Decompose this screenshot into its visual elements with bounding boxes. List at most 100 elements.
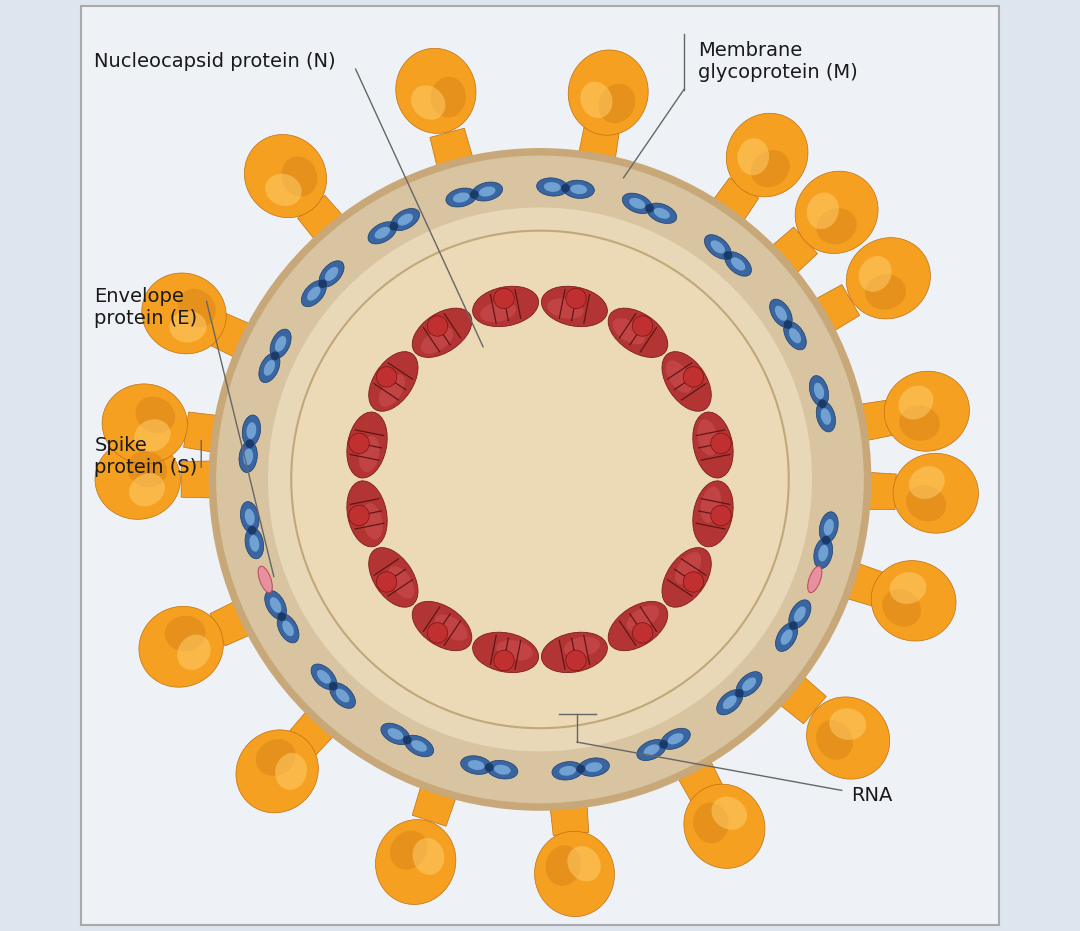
Ellipse shape <box>95 439 180 519</box>
Ellipse shape <box>413 601 472 651</box>
Circle shape <box>645 204 653 212</box>
Circle shape <box>215 155 865 804</box>
Ellipse shape <box>541 286 607 327</box>
Ellipse shape <box>737 671 762 696</box>
Ellipse shape <box>376 819 456 904</box>
Ellipse shape <box>379 374 405 407</box>
Ellipse shape <box>684 784 765 869</box>
Ellipse shape <box>347 412 388 478</box>
Circle shape <box>684 572 704 592</box>
Ellipse shape <box>239 441 257 473</box>
Ellipse shape <box>318 670 330 683</box>
Circle shape <box>566 289 586 309</box>
Ellipse shape <box>413 838 444 875</box>
Polygon shape <box>856 400 892 441</box>
Ellipse shape <box>259 353 280 383</box>
Ellipse shape <box>816 721 853 760</box>
Polygon shape <box>578 128 619 163</box>
Ellipse shape <box>319 261 345 287</box>
Ellipse shape <box>568 50 648 135</box>
Ellipse shape <box>820 512 838 543</box>
Ellipse shape <box>808 566 822 593</box>
Ellipse shape <box>362 504 382 539</box>
Circle shape <box>376 572 396 592</box>
Ellipse shape <box>405 735 434 757</box>
Ellipse shape <box>411 740 427 751</box>
Ellipse shape <box>494 764 511 775</box>
Ellipse shape <box>178 289 216 327</box>
Ellipse shape <box>170 311 206 343</box>
Circle shape <box>659 740 667 749</box>
Ellipse shape <box>548 298 583 318</box>
Text: Envelope
protein (E): Envelope protein (E) <box>94 287 198 329</box>
Polygon shape <box>769 227 818 276</box>
Circle shape <box>428 316 448 336</box>
Ellipse shape <box>626 605 659 631</box>
Text: Spike
protein (S): Spike protein (S) <box>94 436 198 477</box>
Ellipse shape <box>461 756 491 775</box>
Ellipse shape <box>816 401 836 432</box>
Ellipse shape <box>726 114 808 196</box>
Circle shape <box>292 231 788 728</box>
Polygon shape <box>676 758 723 801</box>
Polygon shape <box>184 412 221 452</box>
Ellipse shape <box>899 385 933 420</box>
Polygon shape <box>843 562 882 606</box>
Circle shape <box>428 623 448 643</box>
Ellipse shape <box>245 528 264 559</box>
Ellipse shape <box>497 640 532 660</box>
Ellipse shape <box>165 615 205 651</box>
Ellipse shape <box>608 601 667 651</box>
Ellipse shape <box>311 664 337 690</box>
Ellipse shape <box>564 637 600 657</box>
Ellipse shape <box>411 86 445 120</box>
Ellipse shape <box>704 235 731 259</box>
Ellipse shape <box>622 193 652 213</box>
Ellipse shape <box>824 519 834 535</box>
Ellipse shape <box>473 632 539 672</box>
Ellipse shape <box>909 466 945 499</box>
Ellipse shape <box>421 328 454 354</box>
Ellipse shape <box>774 305 787 321</box>
Ellipse shape <box>794 606 806 622</box>
Circle shape <box>319 279 327 288</box>
Ellipse shape <box>390 830 428 870</box>
Ellipse shape <box>847 237 930 319</box>
Polygon shape <box>289 708 336 755</box>
Ellipse shape <box>882 589 921 627</box>
Ellipse shape <box>359 436 379 472</box>
Ellipse shape <box>329 682 355 708</box>
Ellipse shape <box>567 846 600 882</box>
Ellipse shape <box>537 178 568 196</box>
Ellipse shape <box>644 745 660 756</box>
Ellipse shape <box>821 409 831 425</box>
Ellipse shape <box>723 695 737 709</box>
Ellipse shape <box>788 328 801 344</box>
Ellipse shape <box>381 723 410 745</box>
Circle shape <box>562 183 570 193</box>
Ellipse shape <box>135 397 175 433</box>
Ellipse shape <box>692 480 733 546</box>
Circle shape <box>735 689 744 697</box>
Ellipse shape <box>468 760 485 770</box>
Ellipse shape <box>544 182 561 192</box>
Ellipse shape <box>585 762 603 772</box>
Circle shape <box>485 763 494 772</box>
Ellipse shape <box>552 762 583 780</box>
Ellipse shape <box>675 552 701 585</box>
Ellipse shape <box>637 739 666 761</box>
Circle shape <box>684 367 704 387</box>
Circle shape <box>271 352 280 360</box>
Ellipse shape <box>282 621 294 636</box>
Circle shape <box>470 190 478 199</box>
Ellipse shape <box>717 690 743 715</box>
Ellipse shape <box>751 150 789 187</box>
Ellipse shape <box>480 302 516 322</box>
Ellipse shape <box>275 336 286 352</box>
Polygon shape <box>711 178 759 224</box>
Ellipse shape <box>906 485 946 521</box>
Ellipse shape <box>698 419 718 455</box>
Polygon shape <box>430 128 474 170</box>
Polygon shape <box>550 802 589 835</box>
Ellipse shape <box>431 76 465 117</box>
